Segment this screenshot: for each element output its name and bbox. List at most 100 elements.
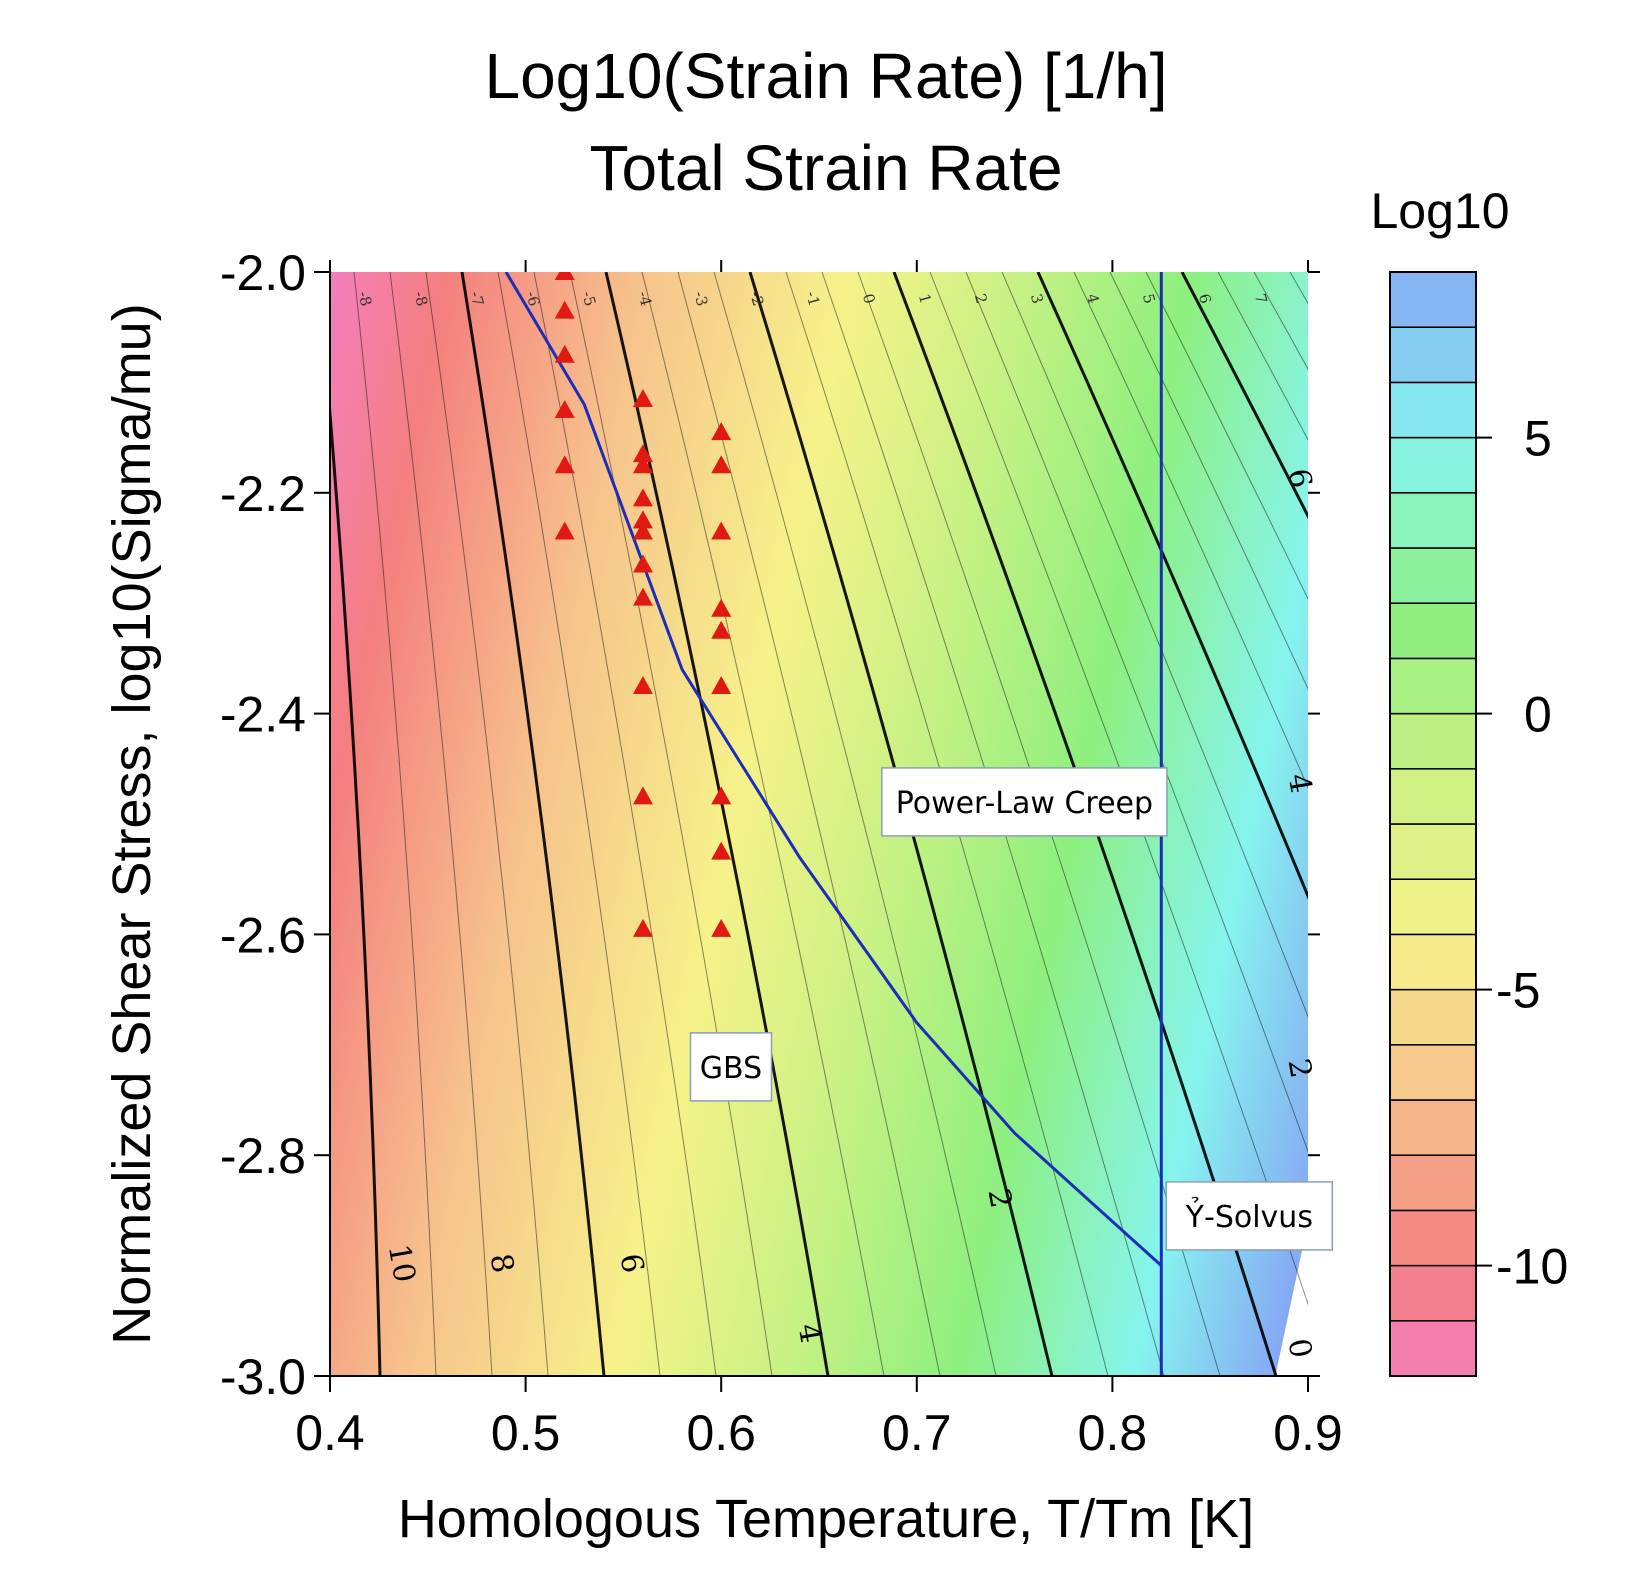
- annotations: Power-Law Creep GBS Ỷ-Solvus: [689, 767, 1334, 1251]
- contour-label-top: 2: [971, 292, 991, 306]
- annotation-box: [881, 767, 1168, 837]
- data-point-triangle: [554, 521, 575, 540]
- x-tick-label: 0.7: [882, 1405, 952, 1461]
- colorbar-band: [1389, 381, 1477, 439]
- contour-line-major: [460, 272, 606, 1376]
- contour-line-minor: [389, 272, 493, 1376]
- data-point-triangle: [632, 554, 653, 573]
- contour-label-top: -1: [802, 289, 823, 308]
- colorbar-band: [1389, 1320, 1477, 1377]
- contour-label-top: -8: [410, 289, 431, 308]
- data-point-triangle: [632, 786, 653, 805]
- axes: 0.4 0.5 0.6 0.7 0.8 0.9 -3.0 -2.8 -2.6 -2.4 -2.2 -2…: [220, 245, 1343, 1461]
- x-tick-label: 0.4: [295, 1405, 365, 1461]
- colorbar-band: [1389, 326, 1477, 384]
- colorbar-band: [1389, 271, 1477, 328]
- annotation-box: [689, 1032, 773, 1102]
- contour-line-major: [604, 272, 830, 1376]
- contour-line-major: [1180, 272, 1308, 520]
- contour-label-top: 0: [859, 292, 879, 306]
- contour-line-minor: [425, 272, 549, 1376]
- colorbar-band: [1389, 1209, 1477, 1267]
- annotation-box: [1165, 1181, 1334, 1251]
- contour-label-top: -5: [578, 289, 599, 308]
- y-tick-label: -3.0: [220, 1349, 306, 1405]
- contour-label-top: -2: [746, 289, 767, 308]
- data-point-triangle: [632, 521, 653, 540]
- data-point-triangle: [711, 521, 732, 540]
- contour-label-top: 7: [1251, 292, 1271, 306]
- data-point-triangle: [711, 918, 732, 937]
- colorbar-band: [1389, 988, 1477, 1046]
- data-point-triangle: [711, 841, 732, 860]
- contour-line-minor: [1109, 272, 1308, 691]
- contour-label-top: 4: [1083, 292, 1103, 306]
- contour-line-minor: [497, 272, 661, 1376]
- contour-label-major: 10: [381, 1242, 422, 1286]
- data-point-triangle: [632, 444, 653, 463]
- annotation-label: Power-Law Creep: [896, 786, 1153, 821]
- boundary-line: [504, 272, 1163, 1267]
- contour-line-major: [1036, 272, 1308, 900]
- contour-line-minor: [533, 272, 717, 1376]
- contour-label-top: -3: [690, 289, 711, 308]
- colorbar-tick-label: -5: [1496, 963, 1540, 1019]
- contour-label-major: 0: [1280, 1336, 1318, 1361]
- colorbar-band: [1389, 712, 1477, 770]
- y-axis-label: Normalized Shear Stress, log10(Sigma/mu): [102, 303, 162, 1344]
- colorbar: Log10 5 0 -5 -10: [1370, 183, 1568, 1377]
- colorbar-title: Log10: [1370, 183, 1509, 239]
- contour-label-top: 5: [1139, 292, 1159, 306]
- data-point-triangle: [554, 272, 575, 280]
- contour-line-minor: [965, 272, 1308, 1153]
- data-point-triangle: [554, 455, 575, 474]
- contour-line-minor: [713, 272, 997, 1376]
- contour-line-minor: [1073, 272, 1308, 789]
- data-point-triangle: [632, 488, 653, 507]
- chart-subtitle: Total Strain Rate: [589, 132, 1062, 204]
- data-point-triangle: [554, 400, 575, 418]
- colorbar-band: [1389, 768, 1477, 825]
- x-tick-label: 0.6: [686, 1405, 756, 1461]
- annotation-label: Ỷ-Solvus: [1185, 1196, 1313, 1235]
- data-point-triangle: [711, 422, 732, 441]
- y-tick-label: -2.8: [220, 1128, 306, 1184]
- data-point-triangle: [711, 620, 732, 639]
- contour-line-minor: [1001, 272, 1308, 1018]
- colorbar-band: [1389, 436, 1477, 494]
- data-point-triangle: [632, 455, 653, 474]
- colorbar-band: [1389, 547, 1477, 604]
- data-point-triangle: [632, 918, 653, 937]
- contour-label-top: -7: [466, 289, 487, 308]
- data-point-triangle: [711, 598, 732, 617]
- colorbar-tick-label: 0: [1524, 687, 1552, 743]
- colorbar-tick-label: -10: [1496, 1239, 1568, 1295]
- x-tick-label: 0.5: [491, 1405, 561, 1461]
- data-point-triangle: [632, 388, 653, 407]
- contour-line-minor: [353, 272, 437, 1376]
- contour-label-top: 3: [1027, 292, 1047, 306]
- annotation-label: GBS: [700, 1051, 762, 1086]
- colorbar-band: [1389, 657, 1477, 715]
- colorbar-band: [1389, 823, 1477, 880]
- colorbar-band: [1389, 492, 1477, 549]
- colorbar-band: [1389, 602, 1477, 660]
- colorbar-frame: [1389, 271, 1477, 1377]
- data-point-triangle: [632, 587, 653, 606]
- contour-line-major: [1470, 272, 1646, 1376]
- field-background: [330, 272, 1308, 1376]
- data-point-triangle: [711, 786, 732, 805]
- x-tick-label: 0.9: [1273, 1405, 1343, 1461]
- contour-label-top: 1: [915, 292, 935, 306]
- contour-label-top: -8: [354, 289, 375, 308]
- data-points: [554, 272, 732, 937]
- colorbar-band: [1389, 933, 1477, 991]
- colorbar-tick-label: 5: [1524, 411, 1552, 467]
- data-point-triangle: [632, 676, 653, 694]
- data-point-triangle: [711, 455, 732, 474]
- contour-line-minor: [1217, 272, 1308, 441]
- data-point-triangle: [632, 510, 653, 529]
- x-tick-label: 0.8: [1078, 1405, 1148, 1461]
- plot-field: [330, 272, 1646, 1376]
